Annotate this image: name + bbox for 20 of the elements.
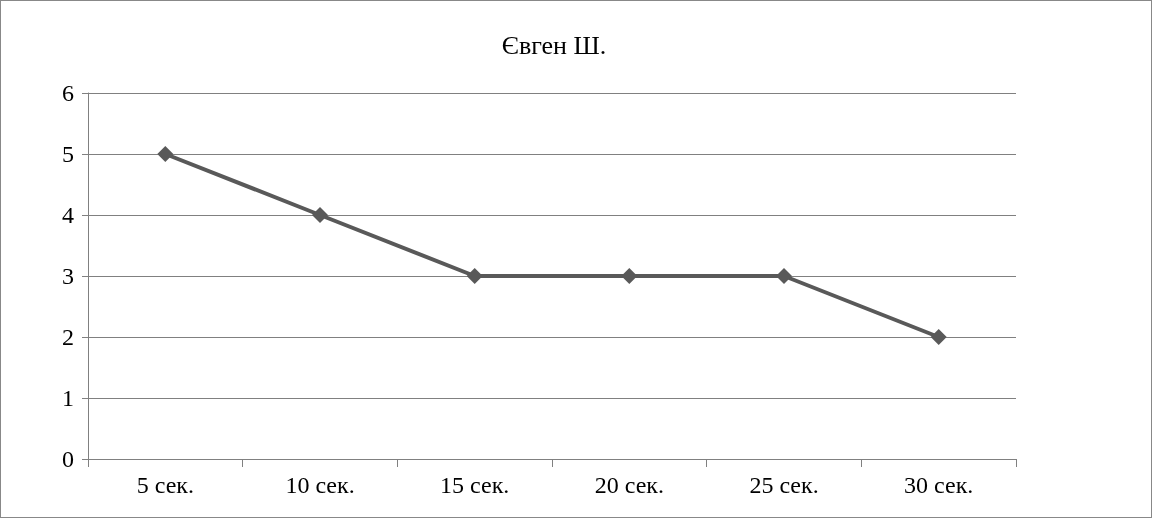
- point: [466, 268, 483, 284]
- y-tick-label: 2: [62, 324, 74, 350]
- point: [621, 268, 638, 284]
- y-tick-label: 3: [62, 263, 74, 289]
- x-tick-label: 20 сек.: [594, 472, 664, 498]
- point: [930, 329, 947, 345]
- y-tick-label: 0: [62, 446, 74, 472]
- y-tick-label: 1: [62, 385, 74, 411]
- x-tick-label: 25 сек.: [749, 472, 819, 498]
- x-tick-label: 10 сек.: [285, 472, 355, 498]
- x-tick-label: 30 сек.: [904, 472, 974, 498]
- x-tick-label: 15 сек.: [440, 472, 510, 498]
- y-tick-label: 4: [62, 202, 74, 228]
- point: [312, 207, 328, 223]
- y-tick-label: 5: [62, 141, 74, 167]
- x-tick-label: 5 сек.: [136, 472, 194, 498]
- y-tick-label: 6: [62, 80, 74, 106]
- point: [157, 146, 174, 162]
- point: [776, 268, 792, 284]
- chart-title: Євген Ш.: [501, 30, 607, 60]
